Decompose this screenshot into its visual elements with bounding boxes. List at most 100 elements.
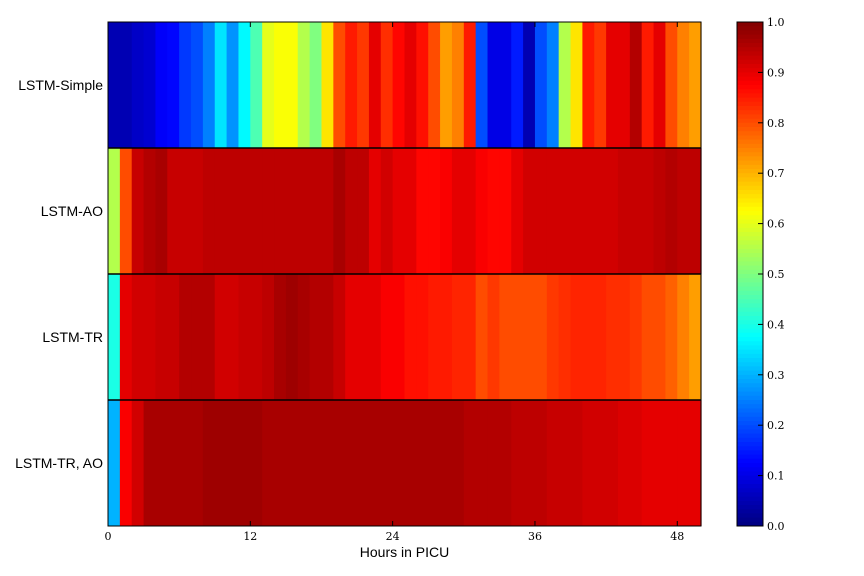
heat-cell [191,148,204,274]
heat-cell [451,148,465,274]
colorbar-segment [737,244,763,250]
heat-cell [214,400,228,526]
x-axis-ticks: 0 12 24 36 48 [105,22,684,543]
heat-cell [155,400,168,526]
colorbar-segment [737,101,763,107]
heat-cell [250,22,263,148]
colorbar-segment [737,471,763,477]
heat-cell [143,148,157,274]
colorbar-segment [737,135,763,141]
heat-cell [428,274,441,400]
heat-cell [499,400,512,526]
colorbar-segment [737,316,763,321]
heat-cell [546,400,560,526]
colorbar-segment [737,521,763,527]
colorbar-segment [737,484,763,489]
heat-cell [108,274,121,400]
colorbar-segment [737,488,763,493]
colorbar-segment [737,286,763,292]
heat-cell [226,274,240,400]
colorbar-segment [737,72,763,78]
heat-cell [523,274,536,400]
heat-cell [333,148,346,274]
heat-cell [357,148,370,274]
colorbar-segment [737,408,763,414]
heat-cell [262,274,275,400]
colorbar-segment [737,463,763,468]
heat-cell [534,400,548,526]
heat-cell [167,148,180,274]
heat-cell [191,400,204,526]
colorbar-tick-label: 0.5 [767,268,785,281]
heat-cell [475,400,489,526]
colorbar-segment [737,227,763,233]
x-tick-label: 12 [243,530,257,543]
heat-cell [368,148,382,274]
colorbar-tick-label: 0.4 [767,318,785,331]
heat-cell [108,148,121,274]
heat-cell [440,400,453,526]
heat-cell [665,400,678,526]
colorbar-segment [737,387,763,393]
heat-cell [238,22,251,148]
heat-cell [404,400,417,526]
heat-cell [357,274,370,400]
colorbar-segment [737,122,763,128]
heat-cell [487,400,500,526]
colorbar-segment [737,148,763,153]
colorbar-segment [737,475,763,481]
heat-cell [463,274,477,400]
colorbar-segment [737,219,763,225]
colorbar-segment [737,479,763,485]
colorbar-segment [737,169,763,174]
colorbar-segment [737,467,763,472]
heat-cell [677,148,690,274]
heat-cell [534,22,548,148]
x-tick-label: 36 [528,530,542,543]
heat-cell [179,400,192,526]
colorbar-segment [737,446,763,451]
colorbar-segment [737,64,763,69]
colorbar-segment [737,307,763,313]
heat-cell [297,400,311,526]
colorbar-segment [737,143,763,149]
heat-cell [167,274,180,400]
colorbar-segment [737,211,763,216]
heat-cell [143,274,157,400]
heat-cell [499,148,512,274]
heat-cell [428,22,441,148]
heat-cell [297,274,311,400]
heat-cell [582,400,595,526]
heat-cell [677,274,690,400]
heat-cell [119,400,133,526]
colorbar-segment [737,505,763,510]
heat-cell [357,22,370,148]
heat-cell [546,148,560,274]
colorbar-tick-label: 0.2 [767,419,785,432]
heat-cell [451,400,465,526]
colorbar-segment [737,223,763,229]
heat-cell [606,274,619,400]
colorbar-segment [737,190,763,195]
heat-cell [202,22,216,148]
colorbar-segment [737,240,763,246]
colorbar-segment [737,366,763,372]
heat-cell [380,400,394,526]
heat-cell [155,22,168,148]
heat-cell [665,274,678,400]
colorbar-segment [737,202,763,208]
heat-cell [380,148,394,274]
heat-cell [499,274,512,400]
colorbar-segment [737,160,763,166]
colorbar-segment [737,454,763,460]
heat-cell [677,22,690,148]
heat-cell [333,22,346,148]
heat-cell [309,400,323,526]
colorbar-segment [737,236,763,241]
heat-cell [131,148,145,274]
heat-cell [416,400,429,526]
heat-cell [179,22,192,148]
heat-cell [487,148,500,274]
heat-cell [546,274,560,400]
